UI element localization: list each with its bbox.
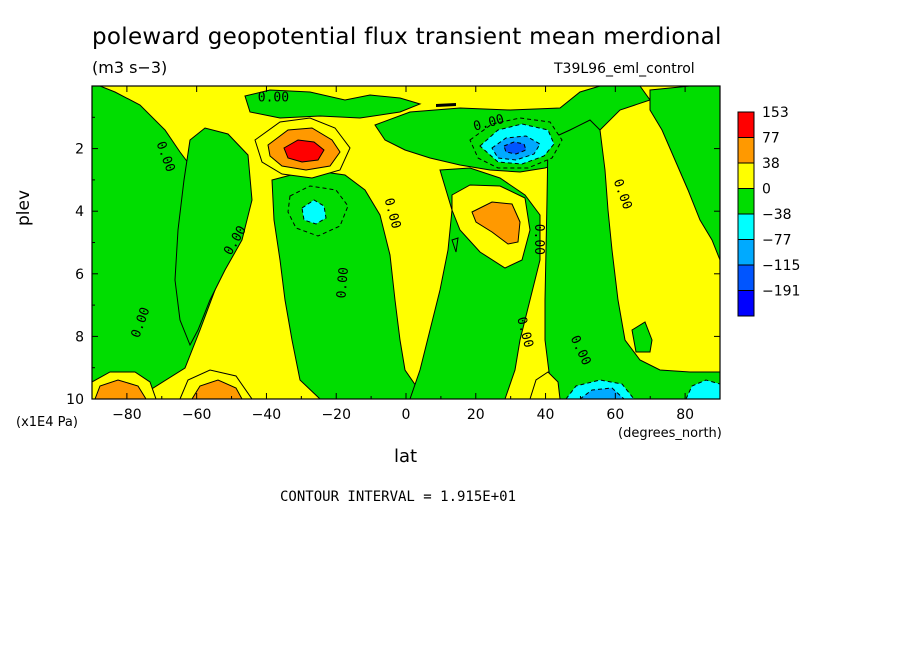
legend-label: −115: [762, 258, 800, 274]
y-axis-label: plev: [14, 189, 34, 226]
legend-swatch: [737, 264, 755, 291]
legend-swatch: [737, 162, 755, 189]
x-tick-label: −20: [321, 407, 351, 423]
contour-label: 0.00: [258, 91, 289, 106]
legend-label: −77: [762, 233, 792, 249]
bottom-mid-yellow: [529, 371, 561, 399]
negative-region-mid: [174, 127, 253, 347]
positive-east-orange: [471, 201, 521, 245]
x-tick-label: 80: [676, 407, 694, 423]
chart-title: poleward geopotential flux transient mea…: [92, 24, 722, 50]
legend-swatch: [737, 188, 755, 215]
y-tick-label: 6: [75, 267, 84, 283]
negative-core-darkblue: [503, 141, 527, 155]
negative-region-far-east: [649, 86, 720, 261]
small-green-spike: [451, 237, 459, 253]
units-label: (m3 s−3): [92, 58, 168, 77]
legend-swatch: [737, 239, 755, 266]
small-yellow-top: [436, 103, 456, 107]
negative-region-small-east: [631, 321, 653, 353]
legend-label: 153: [762, 105, 789, 121]
legend-label: 77: [762, 131, 780, 147]
y-tick-label: 2: [75, 142, 84, 158]
color-legend: 153 77 38 0 −38 −77 −115 −191: [737, 105, 800, 317]
contour-interval: CONTOUR INTERVAL = 1.915E+01: [280, 489, 517, 505]
y-tick-label: 8: [75, 329, 84, 345]
contour-labels: 0.000.000.000.000.000.000.000.000.000.00…: [129, 91, 635, 368]
y-axis: 2 4 6 8 10: [66, 116, 720, 408]
positive-core-red: [283, 139, 325, 163]
x-tick-label: −80: [112, 407, 142, 423]
negative-region-top-center: [244, 89, 422, 119]
contour-label: 0.00: [334, 267, 352, 300]
contour-field: [92, 86, 720, 399]
x-tick-label: −60: [182, 407, 212, 423]
bottom-far-east-cyan: [685, 379, 720, 399]
contour-label: 0.00: [531, 224, 546, 255]
legend-label: 38: [762, 156, 780, 172]
x-axis: −80 −60 −40 −20 0 20 40 60 80: [91, 86, 721, 423]
negative-region-east: [544, 119, 720, 399]
legend-swatch: [737, 290, 755, 317]
negative-west-cyan: [301, 199, 327, 225]
legend-swatch: [737, 111, 755, 138]
x-tick-label: −40: [252, 407, 282, 423]
x-tick-label: 40: [537, 407, 555, 423]
x-unit-label: (degrees_north): [618, 426, 722, 441]
legend-swatch: [737, 213, 755, 240]
y-tick-label: 10: [66, 392, 84, 408]
x-tick-label: 60: [606, 407, 624, 423]
x-tick-label: 0: [402, 407, 411, 423]
y-unit-label: (x1E4 Pa): [16, 415, 78, 430]
y-tick-label: 4: [75, 204, 84, 220]
dataset-label: T39L96_eml_control: [554, 61, 695, 77]
legend-label: 0: [762, 182, 771, 198]
bottom-east-blue: [579, 387, 625, 399]
legend-swatch: [737, 137, 755, 164]
x-axis-label: lat: [394, 446, 418, 467]
bottom-west2-orange: [191, 379, 243, 399]
legend-label: −191: [762, 284, 800, 300]
legend-label: −38: [762, 207, 792, 223]
x-tick-label: 20: [467, 407, 485, 423]
bottom-west-orange: [94, 379, 147, 399]
